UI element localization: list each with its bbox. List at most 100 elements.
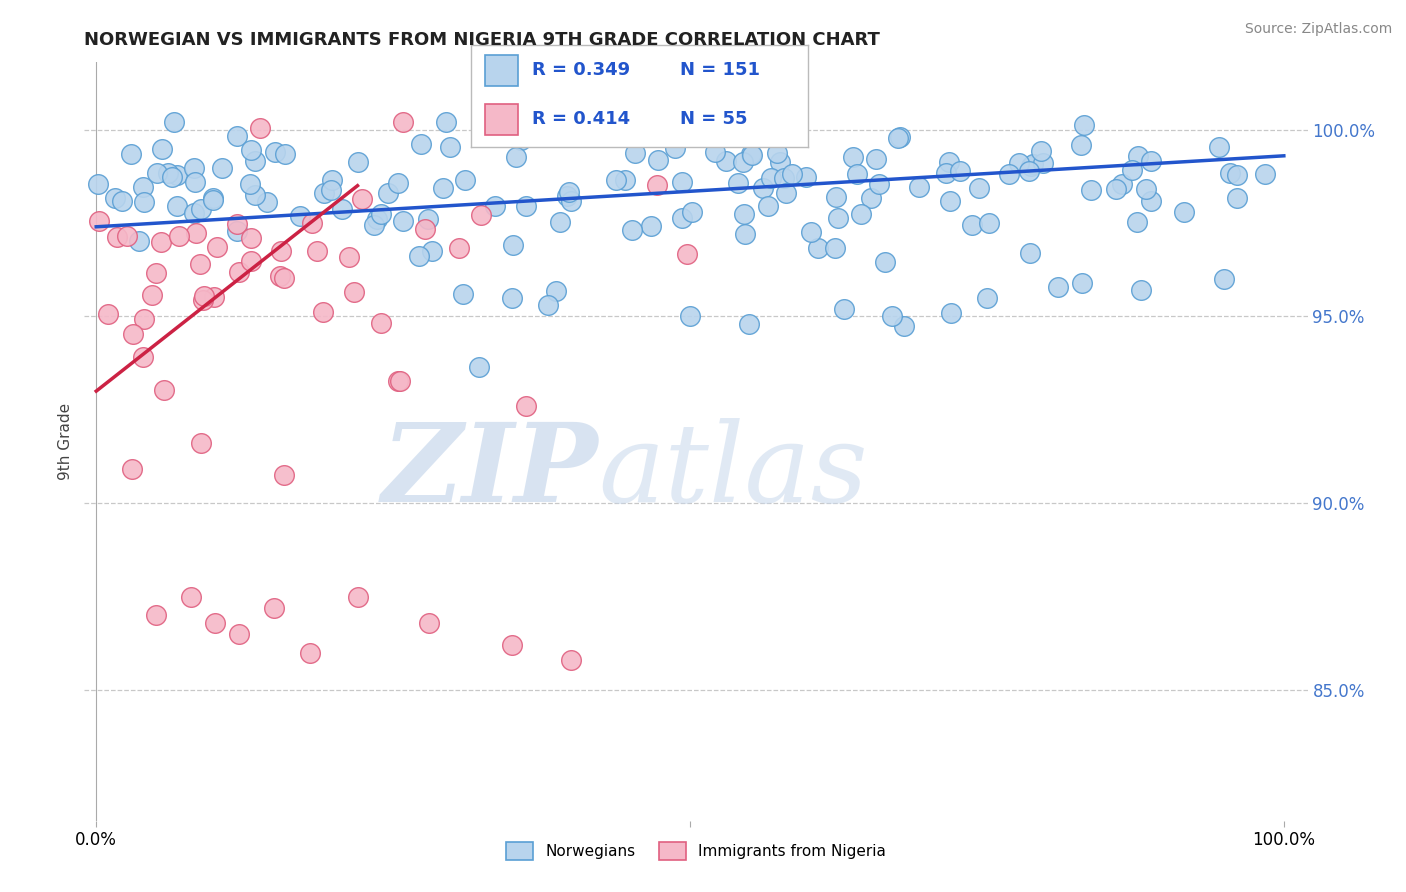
- Point: [449, 241, 471, 255]
- Point: [141, 288, 163, 302]
- Point: [162, 169, 184, 184]
- Point: [1019, 159, 1042, 173]
- Point: [681, 204, 703, 219]
- Point: [87, 177, 110, 191]
- Point: [225, 217, 247, 231]
- Point: [117, 228, 139, 243]
- Text: N = 55: N = 55: [681, 111, 748, 128]
- Point: [377, 186, 399, 200]
- Point: [1032, 155, 1054, 169]
- Point: [1226, 168, 1249, 182]
- Point: [976, 291, 998, 305]
- Point: [183, 161, 205, 175]
- Point: [146, 166, 169, 180]
- Point: [111, 194, 134, 208]
- Point: [180, 590, 202, 604]
- Point: [264, 145, 287, 159]
- Point: [330, 202, 353, 217]
- Point: [391, 115, 413, 129]
- Point: [132, 351, 155, 365]
- Point: [640, 219, 662, 233]
- Point: [134, 195, 156, 210]
- Point: [740, 146, 762, 161]
- Point: [183, 206, 205, 220]
- Point: [201, 193, 224, 207]
- Point: [807, 241, 830, 255]
- Point: [263, 600, 285, 615]
- Point: [468, 360, 491, 375]
- Point: [560, 653, 582, 667]
- Point: [664, 141, 686, 155]
- Text: N = 151: N = 151: [681, 62, 761, 79]
- Point: [1029, 144, 1052, 158]
- Point: [150, 235, 173, 249]
- Point: [1018, 163, 1040, 178]
- Point: [245, 153, 267, 168]
- Point: [411, 137, 433, 152]
- Point: [301, 216, 323, 230]
- Point: [824, 190, 846, 204]
- Point: [620, 223, 643, 237]
- Point: [671, 211, 693, 226]
- Point: [104, 191, 127, 205]
- Point: [1018, 245, 1040, 260]
- Point: [270, 244, 292, 258]
- Point: [167, 229, 190, 244]
- Point: [997, 168, 1019, 182]
- Point: [1111, 177, 1133, 191]
- Point: [439, 140, 461, 154]
- Point: [962, 218, 984, 232]
- Point: [734, 227, 756, 242]
- Point: [1022, 157, 1045, 171]
- Point: [370, 207, 392, 221]
- Point: [211, 161, 233, 175]
- Point: [145, 608, 167, 623]
- Point: [536, 298, 558, 312]
- Point: [256, 194, 278, 209]
- Point: [470, 208, 492, 222]
- Point: [239, 231, 262, 245]
- Point: [659, 118, 682, 132]
- Point: [1080, 183, 1102, 197]
- Point: [560, 194, 582, 208]
- Point: [190, 202, 212, 217]
- Point: [418, 212, 440, 227]
- Point: [1208, 140, 1230, 154]
- Point: [647, 153, 669, 167]
- Text: ZIP: ZIP: [381, 418, 598, 525]
- Point: [226, 128, 249, 143]
- Point: [366, 211, 388, 226]
- Point: [1139, 194, 1161, 208]
- Y-axis label: 9th Grade: 9th Grade: [58, 403, 73, 480]
- Point: [87, 213, 110, 227]
- Point: [156, 166, 179, 180]
- Point: [544, 285, 567, 299]
- Point: [1047, 279, 1070, 293]
- Point: [1213, 272, 1236, 286]
- Point: [887, 131, 910, 145]
- Point: [860, 191, 883, 205]
- Point: [908, 180, 931, 194]
- Text: Source: ZipAtlas.com: Source: ZipAtlas.com: [1244, 22, 1392, 37]
- Point: [273, 271, 295, 285]
- Point: [846, 167, 869, 181]
- Point: [274, 146, 297, 161]
- Point: [605, 173, 627, 187]
- Bar: [485, 55, 519, 86]
- Point: [558, 185, 581, 199]
- Point: [319, 182, 342, 196]
- Point: [703, 145, 725, 159]
- Point: [800, 226, 823, 240]
- Point: [131, 179, 153, 194]
- Point: [97, 307, 120, 321]
- Point: [1226, 191, 1249, 205]
- Point: [420, 244, 443, 258]
- Point: [363, 219, 385, 233]
- Point: [501, 638, 523, 652]
- Point: [752, 180, 775, 194]
- Point: [949, 164, 972, 178]
- Point: [849, 207, 872, 221]
- Point: [716, 153, 738, 168]
- Point: [228, 627, 250, 641]
- Point: [766, 146, 789, 161]
